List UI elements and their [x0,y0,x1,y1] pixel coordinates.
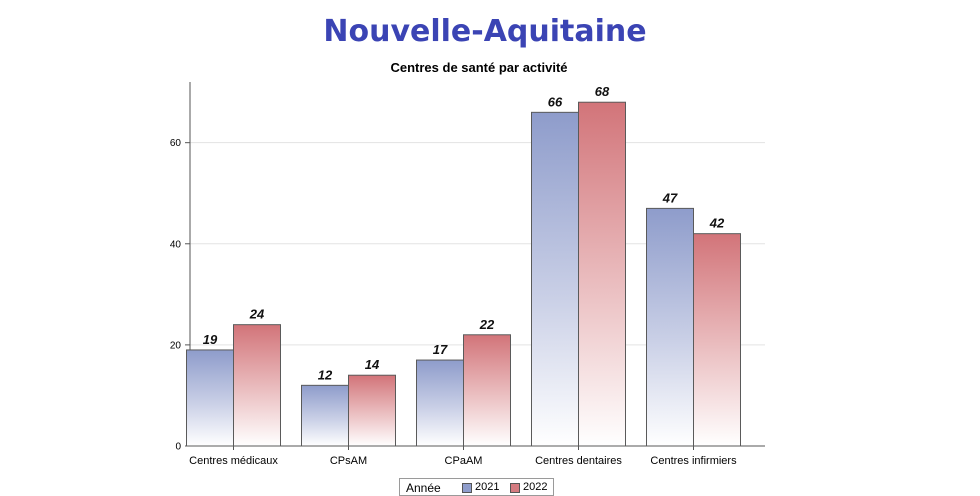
bar-2021 [416,359,464,447]
data-label: 12 [318,367,333,382]
bar-2021 [186,349,234,447]
legend-label-2021: 2021 [475,481,500,493]
x-tick-label: Centres infirmiers [650,455,737,467]
bar-2022 [463,334,511,447]
x-tick-label: CPsAM [330,455,367,467]
bar-2021 [301,384,349,447]
legend-swatch-2021 [462,483,472,493]
bar-2022 [233,324,281,447]
y-tick-label: 20 [170,340,182,351]
chart-title: Centres de santé par activité [390,60,568,75]
data-labels: 19 24 12 14 17 22 66 68 47 42 [203,84,725,382]
legend: Année 2021 2022 [399,478,554,496]
data-label: 68 [595,84,610,99]
y-tick-label: 40 [170,239,182,250]
y-tick-label: 60 [170,138,182,149]
data-label: 14 [365,357,380,372]
legend-swatch-2022 [510,483,520,493]
page-title: Nouvelle-Aquitaine [323,14,647,49]
bar-2021 [646,207,694,447]
bars [186,101,741,447]
bar-2022 [693,233,741,447]
bar-2022 [348,374,396,447]
data-label: 19 [203,332,218,347]
x-tick-label: Centres dentaires [535,455,622,467]
bar-chart: 0 20 40 60 Centres médicaux CPsAM CPaAM Centres… [170,82,765,467]
x-tick-label: CPaAM [445,455,483,467]
data-label: 24 [249,307,265,322]
data-label: 22 [479,317,495,332]
bar-2021 [531,111,579,447]
y-tick-label: 0 [175,442,181,453]
data-label: 17 [433,342,448,357]
legend-label-2022: 2022 [523,481,548,493]
x-tick-label: Centres médicaux [189,455,278,467]
bar-2022 [578,101,626,447]
data-label: 47 [662,190,678,205]
legend-title: Année [406,481,441,495]
data-label: 42 [709,216,725,231]
data-label: 66 [548,94,563,109]
